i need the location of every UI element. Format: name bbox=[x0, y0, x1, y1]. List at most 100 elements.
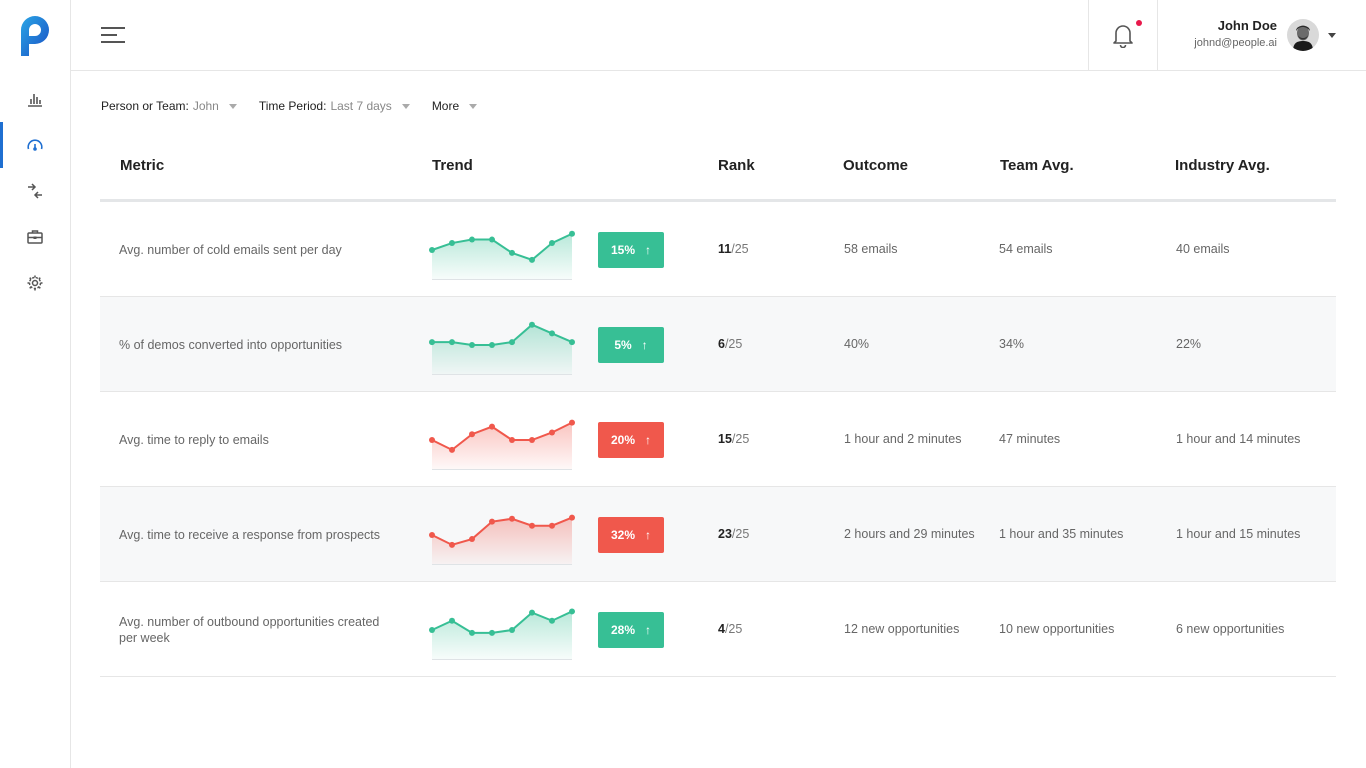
trend-line bbox=[432, 323, 573, 346]
trend-area bbox=[432, 422, 572, 469]
header-rank[interactable]: Rank bbox=[718, 157, 755, 174]
outcome-value: 1 hour and 2 minutes bbox=[844, 432, 962, 446]
change-badge[interactable]: 5% ↑ bbox=[598, 327, 664, 363]
filter-person-team[interactable]: Person or Team: John bbox=[101, 99, 237, 113]
sidebar-item-integrations[interactable] bbox=[0, 168, 70, 214]
bell-icon bbox=[1113, 25, 1133, 48]
trend-point bbox=[469, 536, 475, 543]
trend-point bbox=[469, 342, 475, 348]
avatar[interactable] bbox=[1287, 19, 1319, 51]
change-badge[interactable]: 15% ↑ bbox=[598, 232, 664, 268]
top-header: John Doe johnd@people.ai bbox=[71, 0, 1366, 71]
trend-point bbox=[549, 617, 555, 624]
metrics-table: Metric Trend Rank Outcome Team Avg. Indu… bbox=[100, 130, 1336, 677]
user-menu-caret-icon[interactable] bbox=[1328, 33, 1336, 38]
trend-point bbox=[549, 429, 555, 436]
rank-value: 4 bbox=[718, 622, 725, 636]
trend-point bbox=[549, 240, 555, 247]
trend-point bbox=[569, 514, 575, 521]
table-row[interactable]: % of demos converted into opportunities 5… bbox=[100, 297, 1336, 392]
gauge-icon bbox=[27, 139, 43, 151]
trend-point bbox=[429, 247, 435, 253]
outcome-value: 12 new opportunities bbox=[844, 622, 960, 636]
trend-point bbox=[489, 423, 495, 430]
sidebar-item-performance[interactable] bbox=[0, 122, 70, 168]
filter-more[interactable]: More bbox=[432, 99, 478, 113]
trend-point bbox=[429, 339, 435, 346]
trend-point bbox=[489, 236, 495, 243]
trend-point bbox=[549, 330, 555, 337]
user-email: johnd@people.ai bbox=[1194, 37, 1277, 49]
sidebar-item-settings[interactable] bbox=[0, 260, 70, 306]
table-row[interactable]: Avg. time to reply to emails 20% ↑ 15/25 1 h… bbox=[100, 392, 1336, 487]
sidebar bbox=[0, 0, 71, 768]
team-avg-value: 54 emails bbox=[999, 242, 1053, 256]
rank-total: /25 bbox=[731, 527, 750, 541]
menu-icon[interactable] bbox=[100, 26, 126, 44]
header-trend[interactable]: Trend bbox=[432, 157, 473, 174]
metric-name: Avg. number of outbound opportunities cr… bbox=[119, 614, 380, 645]
team-avg-value: 1 hour and 35 minutes bbox=[999, 527, 1124, 541]
header-outcome[interactable]: Outcome bbox=[843, 157, 909, 174]
team-avg-value: 47 minutes bbox=[999, 432, 1061, 446]
trend-sparkline bbox=[429, 419, 575, 470]
rank-value: 15 bbox=[718, 432, 732, 446]
trend-point bbox=[449, 446, 455, 453]
industry-avg-value: 22% bbox=[1176, 337, 1202, 351]
change-badge[interactable]: 32% ↑ bbox=[598, 517, 664, 553]
filter-label: Time Period: bbox=[258, 99, 327, 113]
trend-line bbox=[431, 516, 573, 546]
trend-point bbox=[469, 236, 475, 243]
trend-sparkline bbox=[429, 608, 575, 660]
change-badge[interactable]: 28% ↑ bbox=[598, 612, 664, 648]
chevron-down-icon bbox=[228, 103, 237, 109]
metric-name: Avg. time to reply to emails bbox=[119, 432, 269, 447]
trend-point bbox=[489, 342, 495, 348]
chevron-down-icon bbox=[401, 103, 410, 109]
header-team-avg[interactable]: Team Avg. bbox=[1000, 157, 1074, 174]
arrow-up-icon: ↑ bbox=[645, 243, 652, 257]
trend-point bbox=[509, 627, 515, 633]
filter-label: Person or Team: bbox=[101, 99, 189, 113]
rank-total: /25 bbox=[724, 337, 743, 351]
header-industry-avg[interactable]: Industry Avg. bbox=[1175, 157, 1270, 174]
sidebar-item-deals[interactable] bbox=[0, 214, 70, 260]
trend-point bbox=[549, 522, 555, 529]
trend-point bbox=[449, 339, 455, 346]
sidebar-item-analytics[interactable] bbox=[0, 76, 70, 122]
trend-point bbox=[569, 608, 575, 615]
notifications-button[interactable] bbox=[1088, 0, 1158, 70]
trend-point bbox=[429, 532, 435, 538]
arrows-merge-icon bbox=[28, 183, 42, 199]
table-row[interactable]: Avg. number of cold emails sent per day 1… bbox=[100, 202, 1336, 297]
trend-area bbox=[432, 611, 572, 659]
briefcase-icon bbox=[27, 230, 43, 244]
rank-total: /25 bbox=[731, 242, 749, 256]
change-badge[interactable]: 20% ↑ bbox=[598, 422, 664, 458]
trend-line bbox=[431, 610, 573, 634]
industry-avg-value: 40 emails bbox=[1176, 242, 1230, 256]
filter-time-period[interactable]: Time Period: Last 7 days bbox=[259, 99, 410, 113]
bar-chart-icon bbox=[28, 94, 42, 107]
trend-point bbox=[569, 419, 575, 426]
rank: 4/25 bbox=[718, 622, 742, 636]
change-value: 32% bbox=[610, 528, 636, 542]
trend-point bbox=[429, 437, 435, 443]
trend-line bbox=[431, 232, 573, 261]
user-name: John Doe bbox=[1217, 18, 1277, 33]
table-row[interactable]: Avg. number of outbound opportunities cr… bbox=[100, 582, 1336, 677]
team-avg-value: 10 new opportunities bbox=[999, 622, 1115, 636]
trend-sparkline bbox=[429, 230, 575, 280]
trend-point bbox=[569, 339, 575, 346]
industry-avg-value: 6 new opportunities bbox=[1176, 622, 1285, 636]
trend-point bbox=[569, 230, 575, 237]
trend-point bbox=[529, 609, 535, 616]
notification-dot bbox=[1136, 20, 1142, 26]
change-value: 15% bbox=[610, 243, 636, 257]
table-row[interactable]: Avg. time to receive a response from pro… bbox=[100, 487, 1336, 582]
outcome-value: 2 hours and 29 minutes bbox=[844, 527, 975, 541]
people-ai-logo[interactable] bbox=[17, 14, 53, 56]
filter-value: John bbox=[192, 99, 219, 113]
trend-sparkline bbox=[429, 514, 575, 565]
header-metric[interactable]: Metric bbox=[120, 157, 165, 174]
